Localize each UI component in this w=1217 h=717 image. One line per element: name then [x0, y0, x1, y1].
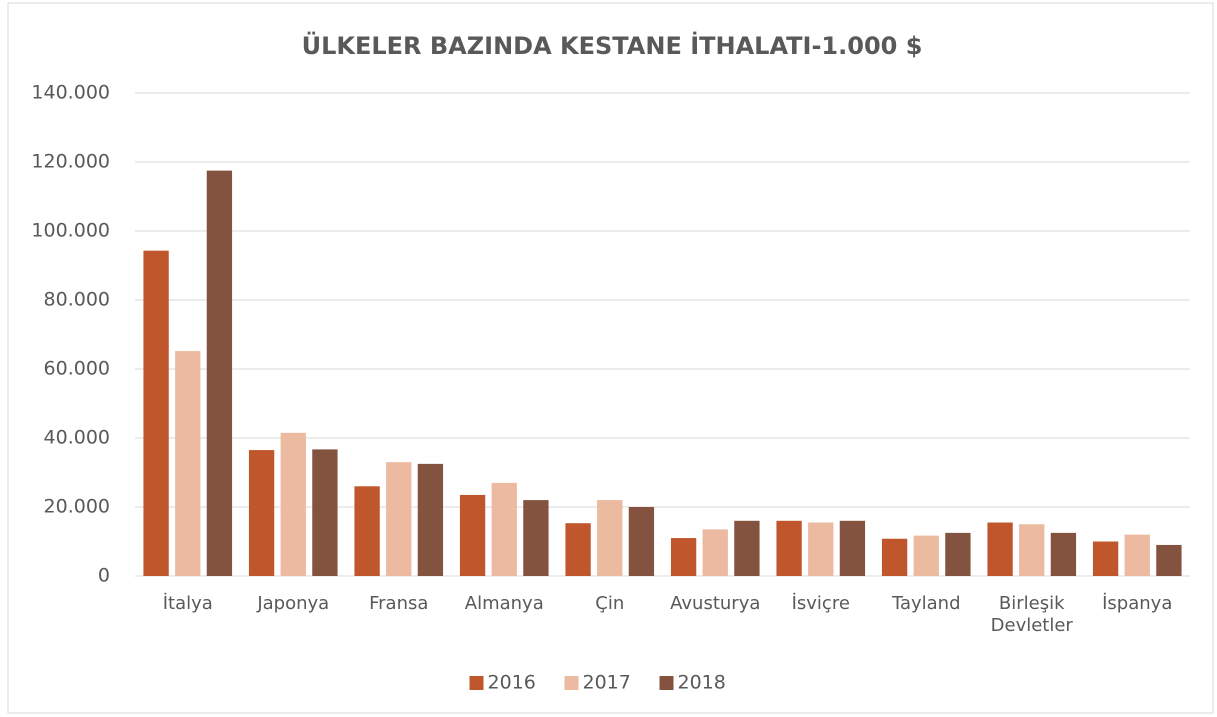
- bar: [597, 500, 623, 576]
- bar: [491, 482, 517, 576]
- bar: [280, 432, 306, 576]
- bar: [143, 250, 169, 577]
- x-tick-label: Japonya: [257, 593, 330, 614]
- bar: [417, 463, 444, 576]
- bar: [1050, 532, 1077, 576]
- bar: [523, 500, 549, 576]
- bar: [734, 520, 760, 576]
- y-tick-label: 60.000: [44, 358, 110, 380]
- y-tick-label: 120.000: [31, 151, 110, 173]
- bar: [881, 538, 908, 576]
- chart-title: ÜLKELER BAZINDA KESTANE İTHALATI-1.000 $: [302, 30, 923, 60]
- x-tick-label: İtalya: [162, 593, 213, 614]
- x-tick-label: Almanya: [464, 593, 544, 614]
- bar: [175, 351, 201, 576]
- legend-label: 2018: [678, 672, 726, 694]
- bar: [206, 170, 233, 576]
- bar: [628, 507, 655, 576]
- x-tick-label: Çin: [595, 593, 625, 614]
- x-tick-label: Birleşik Devletler: [990, 593, 1073, 636]
- y-tick-label: 20.000: [44, 496, 110, 518]
- bar: [776, 520, 802, 576]
- bar: [248, 450, 275, 576]
- x-tick-label: Avusturya: [670, 593, 761, 614]
- y-tick-label: 80.000: [44, 289, 110, 311]
- x-tick-label: Tayland: [891, 593, 961, 614]
- bar: [1156, 544, 1182, 576]
- bar: [1019, 524, 1045, 576]
- legend-swatch: [659, 676, 674, 690]
- bar: [312, 449, 338, 576]
- bar: [945, 532, 971, 576]
- bar: [459, 494, 486, 576]
- bar: [913, 535, 939, 576]
- bar: [354, 486, 380, 576]
- bar: [670, 538, 697, 576]
- bar: [987, 522, 1013, 576]
- bar: [565, 523, 591, 576]
- bar: [839, 520, 866, 576]
- x-tick-label: Fransa: [369, 593, 429, 614]
- x-tick-label: İsviçre: [791, 593, 850, 614]
- bar: [808, 522, 834, 576]
- bar: [386, 462, 412, 576]
- bar: [1092, 541, 1119, 576]
- y-tick-label: 100.000: [31, 220, 110, 242]
- legend-swatch: [469, 676, 484, 690]
- legend-label: 2016: [488, 672, 536, 694]
- legend-label: 2017: [583, 672, 631, 694]
- bar: [1124, 534, 1150, 576]
- legend-swatch: [564, 676, 579, 690]
- x-tick-label: İspanya: [1102, 593, 1173, 614]
- y-tick-label: 40.000: [44, 427, 110, 449]
- y-tick-label: 0: [98, 565, 110, 587]
- bar: [702, 529, 728, 576]
- y-tick-label: 140.000: [31, 82, 110, 104]
